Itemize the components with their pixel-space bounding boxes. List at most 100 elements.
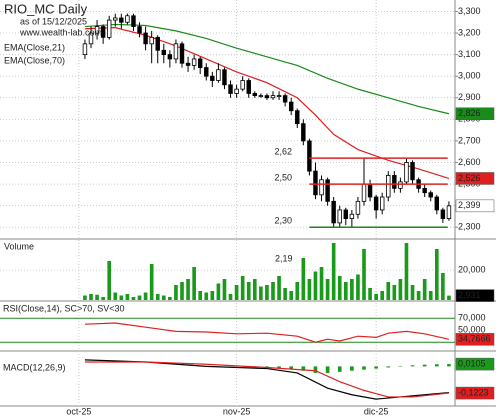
volume-bar — [350, 279, 354, 300]
candle-body — [143, 32, 148, 45]
candle-body — [167, 54, 173, 60]
candle-body — [94, 26, 100, 34]
volume-bar — [234, 285, 239, 300]
candle-body — [88, 32, 94, 45]
volume-bar — [131, 297, 136, 300]
macd-histogram-bar — [447, 364, 451, 367]
candle-body — [434, 196, 440, 211]
value-box-label: 2,526 — [458, 173, 481, 183]
candle-body — [337, 209, 342, 224]
volume-bar — [416, 291, 421, 300]
panel-title: MACD(12,26,9) — [3, 362, 66, 372]
y-tick-label: 20,000 — [458, 264, 486, 274]
y-tick-label: 70,000 — [458, 313, 486, 323]
macd-histogram-bar — [289, 366, 294, 370]
frame — [0, 0, 496, 407]
panel-title: RSI(Close,14), SC>70, SV<30 — [3, 303, 125, 313]
volume-bar — [283, 288, 287, 300]
macd-histogram-bar — [386, 366, 391, 368]
subtitle: as of 15/12/2025 — [20, 16, 87, 26]
volume-bar — [319, 267, 324, 300]
candle-body — [428, 192, 433, 198]
rsi-line — [84, 322, 450, 343]
candle-body — [258, 95, 264, 98]
value-box-label: 2,931 — [458, 290, 481, 300]
candle-body — [252, 93, 258, 97]
volume-bar — [441, 273, 445, 300]
level-label: 2,30 — [274, 216, 292, 226]
macd-histogram-bar — [374, 366, 378, 369]
volume-bar — [447, 295, 451, 300]
volume-bar — [368, 288, 372, 300]
candle-body — [325, 179, 330, 202]
macd-histogram-bar — [398, 365, 403, 367]
candle-body — [100, 26, 106, 38]
candle-body — [307, 140, 312, 172]
macd-histogram-bar — [422, 364, 427, 367]
candle-body — [379, 196, 385, 211]
y-tick-label: 3,200 — [458, 27, 481, 37]
value-box — [455, 289, 495, 302]
candle-body — [191, 58, 197, 66]
macd-histogram-bar — [313, 366, 318, 373]
volume-bar — [240, 276, 245, 300]
candle-body — [149, 36, 154, 45]
volume-bar — [362, 249, 366, 300]
candle-body — [113, 17, 118, 21]
candle-body — [319, 179, 324, 196]
candle-body — [422, 187, 427, 194]
volume-bar — [192, 267, 196, 300]
volume-bar — [325, 279, 330, 300]
volume-bar — [210, 291, 215, 300]
volume-bar — [392, 285, 397, 300]
candle-body — [246, 80, 251, 94]
value-box-label: 2,399 — [458, 200, 481, 210]
candle-body — [119, 17, 124, 23]
macd-histogram-bar — [362, 366, 366, 370]
candle-body — [398, 181, 403, 189]
y-tick-label: 3,000 — [458, 71, 481, 81]
candle-body — [410, 162, 415, 181]
x-tick-label: dic-25 — [364, 406, 389, 416]
candle-body — [386, 175, 391, 198]
candle-body — [361, 183, 367, 202]
macd-line — [84, 359, 449, 400]
volume-bar — [259, 286, 263, 300]
volume-bar — [149, 264, 154, 300]
value-box — [455, 199, 495, 213]
candle-body — [331, 200, 336, 224]
labels: RIO_MC Daily as of 15/12/2025 www.wealth… — [3, 1, 293, 372]
volume-bar — [174, 285, 178, 300]
value-box-label: -0,1223 — [458, 387, 489, 397]
candle-body — [276, 95, 282, 98]
candle-body — [264, 95, 270, 99]
candle-body — [301, 123, 306, 142]
candle-body — [131, 15, 136, 27]
volume-bar — [89, 294, 93, 300]
volume-bar — [125, 294, 130, 300]
volume-bar — [161, 295, 166, 300]
volume-bar — [434, 249, 439, 300]
candle-body — [240, 80, 245, 90]
volume-bar — [374, 294, 378, 300]
volume-bar — [101, 297, 105, 300]
candle-body — [349, 213, 355, 219]
macd-histogram-bar — [350, 366, 354, 371]
volume-bar — [107, 261, 112, 300]
candle-body — [355, 200, 361, 215]
volume-bar — [252, 279, 257, 300]
panel-title: Volume — [4, 241, 34, 251]
volume-bar — [422, 279, 427, 300]
candle-body — [125, 15, 130, 23]
volume-bar — [95, 294, 99, 300]
y-tick-label: 3,100 — [458, 49, 481, 59]
value-box-label: 34,7666 — [458, 334, 491, 344]
volume-bar — [216, 283, 221, 300]
volume-bar — [386, 282, 391, 300]
volume-bar — [222, 279, 227, 300]
volume-bar — [277, 276, 281, 300]
x-tick-label: oct-25 — [66, 406, 91, 416]
value-box-label: 0,0105 — [458, 358, 486, 368]
candle-body — [373, 196, 379, 211]
